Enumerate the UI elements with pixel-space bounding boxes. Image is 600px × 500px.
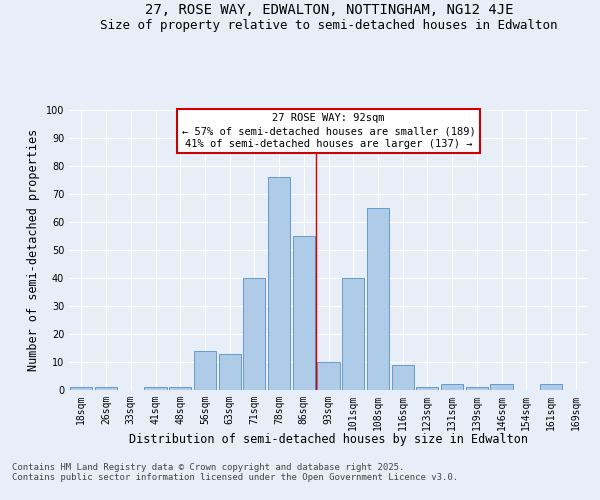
Bar <box>145 387 167 390</box>
Text: Contains HM Land Registry data © Crown copyright and database right 2025.
Contai: Contains HM Land Registry data © Crown c… <box>12 462 458 482</box>
Bar <box>70 387 92 390</box>
Bar <box>95 387 117 390</box>
Bar <box>218 354 241 390</box>
Bar <box>342 278 364 390</box>
Bar <box>466 387 488 390</box>
Bar <box>441 384 463 390</box>
Text: Distribution of semi-detached houses by size in Edwalton: Distribution of semi-detached houses by … <box>130 432 528 446</box>
Bar <box>268 177 290 390</box>
Bar <box>169 387 191 390</box>
Text: Size of property relative to semi-detached houses in Edwalton: Size of property relative to semi-detach… <box>100 18 557 32</box>
Bar <box>367 208 389 390</box>
Bar <box>416 387 439 390</box>
Bar <box>293 236 315 390</box>
Bar <box>540 384 562 390</box>
Y-axis label: Number of semi-detached properties: Number of semi-detached properties <box>27 129 40 371</box>
Bar <box>317 362 340 390</box>
Bar <box>243 278 265 390</box>
Bar <box>194 351 216 390</box>
Text: 27, ROSE WAY, EDWALTON, NOTTINGHAM, NG12 4JE: 27, ROSE WAY, EDWALTON, NOTTINGHAM, NG12… <box>145 2 513 16</box>
Text: 27 ROSE WAY: 92sqm
← 57% of semi-detached houses are smaller (189)
41% of semi-d: 27 ROSE WAY: 92sqm ← 57% of semi-detache… <box>182 113 475 149</box>
Bar <box>490 384 512 390</box>
Bar <box>392 365 414 390</box>
